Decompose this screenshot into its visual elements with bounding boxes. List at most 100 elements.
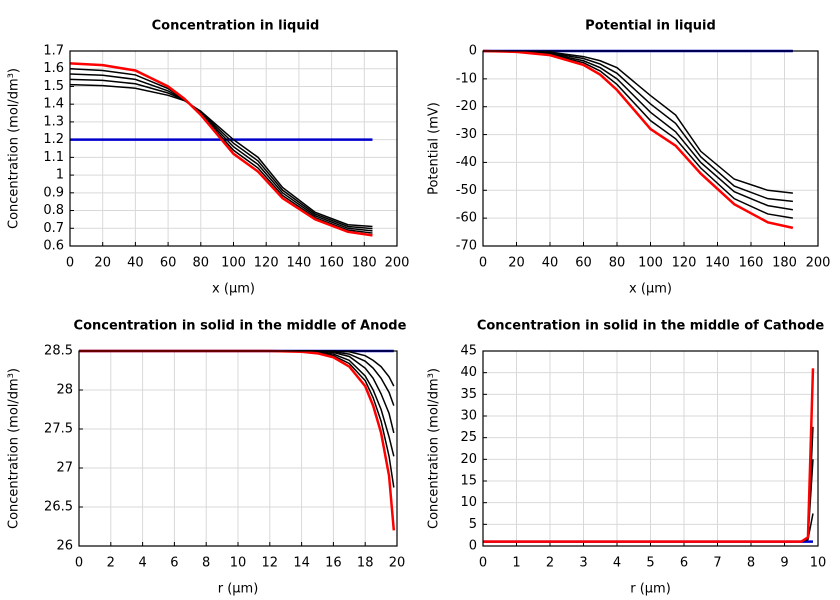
x-tick-label: 8 (202, 556, 210, 571)
chart-title: Potential in liquid (585, 19, 716, 34)
y-tick-label: 20 (460, 452, 477, 467)
data-line (482, 50, 793, 194)
x-tick-label: 12 (262, 556, 279, 571)
data-line (69, 73, 373, 232)
x-axis-label: x (μm) (212, 282, 255, 297)
y-tick-label: 0.9 (43, 185, 64, 200)
x-tick-label: 180 (772, 256, 797, 271)
x-tick-label: 1 (512, 556, 520, 571)
y-tick-label: 40 (460, 365, 477, 380)
x-tick-label: 100 (638, 256, 663, 271)
y-tick-label: -30 (456, 127, 477, 142)
y-tick-label: 1.5 (43, 79, 64, 94)
x-tick-label: 0 (479, 256, 487, 271)
y-tick-label: 15 (460, 474, 477, 489)
x-axis-label: r (μm) (630, 582, 671, 597)
plot-frame (69, 50, 398, 247)
y-axis-label: Concentration (mol/dm³) (7, 368, 22, 529)
y-tick-label: 0.7 (43, 221, 64, 236)
x-tick-label: 7 (713, 556, 721, 571)
data-line (69, 62, 373, 237)
y-axis-label: Concentration (mol/dm³) (7, 68, 22, 229)
y-tick-label: 10 (460, 495, 477, 510)
x-tick-label: 60 (160, 256, 177, 271)
y-tick-label: 35 (460, 387, 477, 402)
y-tick-label: -70 (456, 239, 477, 254)
x-tick-label: 9 (780, 556, 788, 571)
x-tick-label: 6 (680, 556, 688, 571)
y-tick-label: 28 (56, 383, 73, 398)
chart-title: Concentration in solid in the middle of … (74, 319, 407, 334)
x-tick-label: 4 (138, 556, 146, 571)
data-line (69, 78, 373, 230)
plot-frame (78, 350, 398, 547)
chart-title: Concentration in liquid (152, 19, 320, 34)
y-tick-label: 0 (469, 44, 477, 59)
y-tick-label: 1.7 (43, 44, 64, 59)
x-tick-label: 10 (810, 556, 827, 571)
data-line (482, 49, 794, 230)
x-tick-label: 5 (646, 556, 654, 571)
y-tick-label: -60 (456, 211, 477, 226)
y-tick-label: 1 (56, 168, 64, 183)
y-tick-label: 26.5 (44, 500, 73, 515)
x-tick-label: 200 (385, 256, 410, 271)
x-tick-label: 8 (747, 556, 755, 571)
x-tick-label: 40 (542, 256, 559, 271)
x-tick-label: 0 (479, 556, 487, 571)
x-tick-label: 4 (613, 556, 621, 571)
y-tick-label: 30 (460, 409, 477, 424)
x-tick-label: 18 (357, 556, 374, 571)
x-tick-label: 100 (221, 256, 246, 271)
x-tick-label: 80 (609, 256, 626, 271)
y-tick-label: 1.1 (43, 150, 64, 165)
data-line (483, 368, 815, 543)
x-tick-label: 20 (94, 256, 111, 271)
y-axis-label: Potential (mV) (427, 102, 442, 195)
x-tick-label: 16 (325, 556, 342, 571)
y-tick-label: 1.3 (43, 114, 64, 129)
y-tick-label: 1.2 (43, 132, 64, 147)
y-tick-label: -50 (456, 183, 477, 198)
y-tick-label: 0.6 (43, 239, 64, 254)
data-line (69, 83, 373, 228)
y-tick-label: 28.5 (44, 344, 73, 359)
x-tick-label: 2 (546, 556, 554, 571)
x-tick-label: 3 (579, 556, 587, 571)
y-tick-label: -10 (456, 71, 477, 86)
y-tick-label: 1.4 (43, 97, 64, 112)
y-tick-label: 27.5 (44, 422, 73, 437)
x-tick-label: 20 (389, 556, 406, 571)
x-tick-label: 10 (230, 556, 247, 571)
x-tick-label: 140 (286, 256, 311, 271)
x-tick-label: 6 (170, 556, 178, 571)
plot-frame (482, 50, 819, 247)
x-tick-label: 0 (75, 556, 83, 571)
data-line (483, 459, 814, 543)
x-tick-label: 180 (352, 256, 377, 271)
x-tick-label: 200 (806, 256, 831, 271)
y-tick-label: -20 (456, 99, 477, 114)
data-line (482, 50, 793, 203)
y-tick-label: 1.6 (43, 61, 64, 76)
x-tick-label: 160 (739, 256, 764, 271)
chart-title: Concentration in solid in the middle of … (477, 319, 825, 334)
data-line (483, 513, 814, 543)
x-tick-label: 14 (293, 556, 310, 571)
x-tick-label: 120 (254, 256, 279, 271)
y-tick-label: 45 (460, 344, 477, 359)
y-tick-label: 0.8 (43, 203, 64, 218)
y-tick-label: -40 (456, 155, 477, 170)
y-axis-label: Concentration (mol/dm³) (427, 368, 442, 529)
data-line (79, 350, 395, 457)
x-axis-label: r (μm) (218, 582, 259, 597)
data-line (79, 350, 395, 488)
y-tick-label: 0 (469, 539, 477, 554)
x-tick-label: 140 (705, 256, 730, 271)
x-tick-label: 20 (508, 256, 525, 271)
x-axis-label: x (μm) (629, 282, 672, 297)
data-line (79, 349, 396, 531)
y-tick-label: 27 (56, 461, 73, 476)
x-tick-label: 40 (127, 256, 144, 271)
x-tick-label: 120 (672, 256, 697, 271)
